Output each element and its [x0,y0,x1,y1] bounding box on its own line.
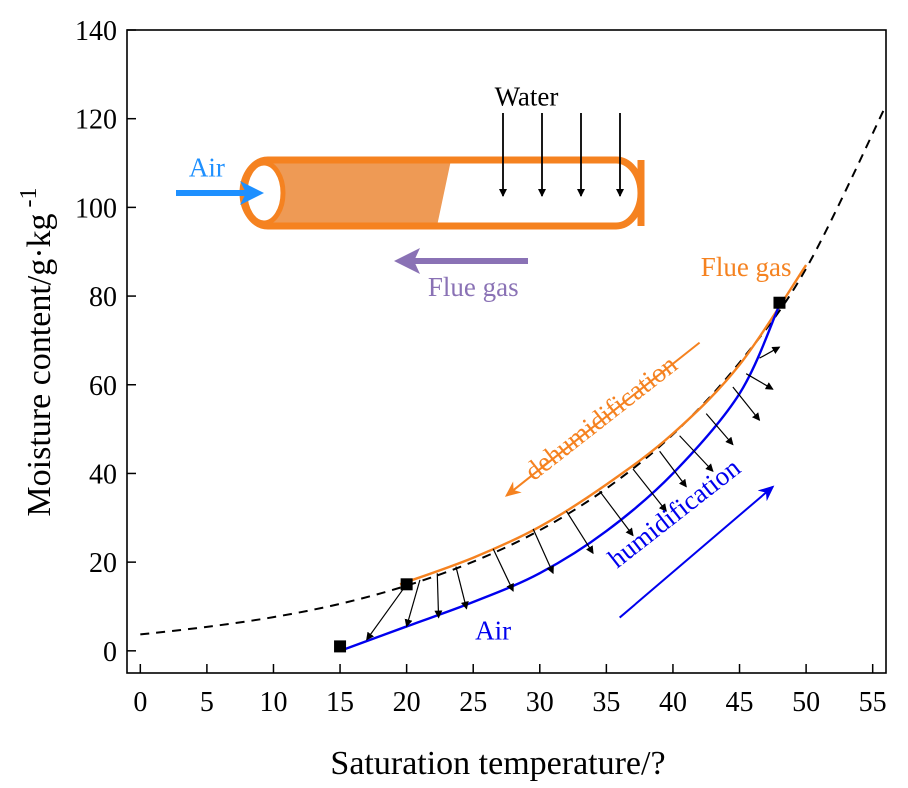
transfer-arrow [565,510,594,555]
x-tick-label: 30 [526,687,554,718]
annotation-air: Air [475,616,511,646]
annotation-flue-gas: Flue gas [428,272,519,302]
series-flue-gas [399,264,808,586]
dehumidification-arrow [504,341,701,497]
transfer-arrow [745,373,774,390]
y-tick-label: 0 [103,637,117,668]
tube-filled-section [243,160,451,226]
flue-gas-arrow [394,248,528,274]
y-axis-title-superscript: -1 [16,187,42,207]
transfer-arrow [705,413,734,446]
x-tick-label: 25 [459,687,487,718]
y-tick-label: 60 [89,371,117,402]
x-tick-label: 10 [259,687,287,718]
square-marker [334,640,347,653]
y-tick-label: 140 [75,16,117,47]
transfer-arrow [659,450,687,488]
transfer-arrow [455,566,469,610]
x-tick-label: 50 [792,687,820,718]
water-arrows [499,113,624,197]
transfer-arrows [366,346,781,641]
transfer-arrow [492,548,514,592]
x-tick-label: 45 [726,687,754,718]
x-tick-label: 0 [133,687,147,718]
annotation-water: Water [495,81,559,111]
transfer-arrow [679,435,714,472]
humidification-arrow [619,485,775,619]
x-tick-label: 20 [393,687,421,718]
y-tick-label: 80 [89,282,117,313]
transfer-arrow [599,490,634,537]
direction-arrows [504,341,775,619]
x-tick-label: 55 [859,687,887,718]
tube-schematic [176,113,645,274]
transfer-arrow [404,579,421,628]
y-tick-label: 40 [89,459,117,490]
svg-text:Moisture content/g·kg-1: Moisture content/g·kg -1 [16,187,58,516]
axis-ticks: 0 5 10 15 20 25 30 35 40 45 50 55 0 20 40 60 80 100 120 140 [75,16,887,718]
transfer-arrow [532,528,554,575]
x-axis-title: Saturation temperature/? [330,745,665,782]
annotation-flue-gas: Flue gas [701,252,792,282]
x-tick-label: 35 [592,687,620,718]
transfer-arrow [366,583,408,641]
square-marker [773,296,786,309]
y-axis-title: Moisture content/g·kg [21,213,58,516]
transfer-arrow [759,346,781,359]
annotation-air: Air [189,152,225,182]
air-inlet-arrow [176,181,264,205]
transfer-arrow [632,468,667,512]
y-tick-label: 120 [75,105,117,136]
y-axis-title-group: Moisture content/g·kg -1 [16,187,58,516]
x-tick-label: 5 [200,687,214,718]
data-markers [334,296,786,653]
y-tick-label: 20 [89,548,117,579]
y-tick-label: 100 [75,193,117,224]
x-tick-label: 40 [659,687,687,718]
transfer-arrow [732,386,761,422]
plot-frame [126,29,887,674]
x-tick-label: 15 [326,687,354,718]
series-saturation-curve [140,104,886,636]
square-marker [400,578,413,591]
annotation-dehumidification: dehumidification [519,349,683,487]
transfer-arrow [434,573,443,619]
